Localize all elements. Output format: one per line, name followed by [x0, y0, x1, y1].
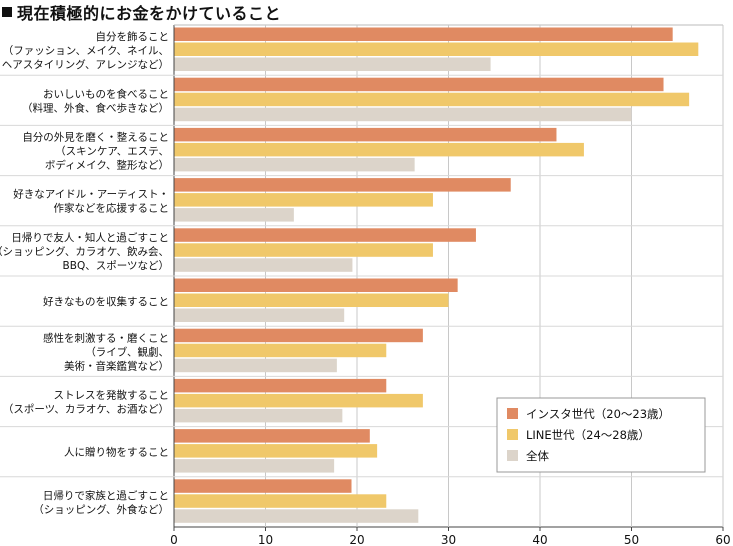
bar-series-1	[174, 27, 673, 41]
bar-series-1	[174, 178, 511, 192]
legend-entry: 全体	[526, 449, 549, 463]
legend-swatch	[507, 429, 518, 440]
bar-series-2	[174, 243, 433, 257]
category-label: （料理、外食、食べ歩きなど）	[22, 101, 169, 114]
category-label: ボディメイク、整形など）	[45, 159, 169, 172]
bar-series-1	[174, 228, 476, 242]
bar-series-3	[174, 509, 419, 523]
x-tick-label: 0	[170, 533, 178, 546]
bar-series-3	[174, 358, 337, 373]
legend-box	[496, 397, 706, 473]
bar-series-1	[174, 127, 557, 142]
legend-swatch	[507, 408, 518, 419]
category-label: 日帰りで友人・知人と過ごすこと	[11, 231, 169, 244]
bar-series-3	[174, 57, 491, 71]
x-tick-label: 50	[624, 533, 639, 546]
bar-series-2	[174, 393, 423, 408]
category-label: 好きなアイドル・アーティスト・	[13, 189, 169, 201]
bar-series-3	[174, 157, 415, 172]
bar-series-3	[174, 258, 353, 272]
bar-series-2	[174, 193, 433, 207]
bar-series-3	[174, 308, 345, 322]
category-label: 感性を刺激する・磨くこと	[43, 331, 169, 344]
category-label: （スキンケア、エステ、	[55, 146, 169, 158]
bar-series-2	[174, 494, 387, 508]
bar-series-1	[174, 77, 664, 92]
chart-title-wrap: 現在積極的にお金をかけていること	[2, 1, 281, 23]
category-label: （ショッピング、カラオケ、飲み会、	[0, 245, 169, 258]
bar-series-2	[174, 343, 387, 358]
x-tick-label: 40	[532, 533, 547, 546]
bar-series-1	[174, 278, 458, 292]
bar-series-1	[174, 479, 352, 493]
legend-entry: インスタ世代（20〜23歳）	[526, 407, 670, 421]
bar-series-1	[174, 429, 370, 443]
bar-series-2	[174, 444, 378, 458]
legend-swatch	[507, 450, 518, 461]
chart-title: 現在積極的にお金をかけていること	[17, 4, 282, 23]
category-label: （ライブ、観劇、	[85, 345, 169, 358]
bar-series-1	[174, 378, 387, 393]
category-label: 自分の外見を磨く・整えること	[22, 131, 169, 144]
category-label: 自分を飾ること	[96, 30, 170, 43]
bar-series-2	[174, 42, 699, 56]
bar-series-3	[174, 107, 632, 122]
category-label: 人に贈り物をすること	[64, 446, 169, 459]
bar-series-3	[174, 459, 335, 473]
bar-series-3	[174, 408, 343, 423]
category-label: ヘアスタイリング、アレンジなど）	[2, 58, 169, 71]
category-label: （ファッション、メイク、ネイル、	[3, 45, 169, 57]
bar-series-2	[174, 293, 449, 307]
category-label: BBQ、スポーツなど）	[63, 260, 169, 272]
x-tick-label: 20	[349, 533, 364, 546]
title-bullet-square	[2, 7, 12, 17]
x-tick-label: 30	[441, 533, 456, 546]
bar-series-2	[174, 142, 584, 157]
category-label: （ショッピング、外食など）	[33, 503, 169, 516]
bar-series-3	[174, 208, 294, 222]
x-tick-label: 60	[715, 533, 730, 546]
x-tick-label: 10	[258, 533, 273, 546]
category-label: おいしいものを食べること	[43, 87, 169, 100]
category-label: 作家などを応援すること	[54, 202, 170, 215]
bar-series-2	[174, 92, 690, 107]
category-label: 日帰りで家族と過ごすこと	[43, 489, 169, 502]
category-label: 好きなものを収集すること	[43, 295, 169, 308]
category-label: 美術・音楽鑑賞など）	[64, 359, 169, 372]
category-label: ストレスを発散すること	[54, 389, 170, 402]
legend-entry: LINE世代（24〜28歳）	[526, 428, 650, 442]
category-label: （スポーツ、カラオケ、お酒など）	[3, 403, 169, 416]
bar-series-1	[174, 328, 423, 343]
